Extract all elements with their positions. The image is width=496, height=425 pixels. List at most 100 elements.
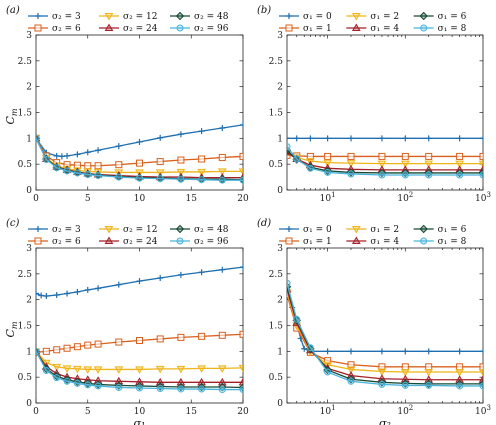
x-tick-label: 15 — [186, 194, 198, 204]
y-tick-label: 0 — [277, 399, 283, 409]
legend-item: σ₁ = 6 — [413, 224, 467, 235]
data-point — [53, 164, 61, 172]
data-point — [73, 377, 82, 387]
y-tick-label: 0 — [26, 186, 32, 196]
data-point — [43, 293, 50, 300]
panel-3: 0 0.5 1 1.5 2 2.5 3 0 5 10 15 20 (c) Cm σ₁ σ₂ = 3 σ₂ = 6… — [4, 218, 249, 425]
legend-marker — [286, 13, 292, 19]
panel-label: (c) — [6, 218, 20, 229]
y-tick-label: 1 — [26, 134, 32, 144]
data-point — [378, 171, 386, 179]
data-point — [53, 152, 60, 159]
data-point — [176, 377, 186, 386]
data-point — [73, 365, 82, 374]
legend-label: σ₁ = 4 — [370, 237, 399, 247]
data-point — [479, 152, 483, 160]
data-point — [197, 168, 206, 177]
data-point — [347, 170, 355, 178]
legend-item: σ₂ = 48 — [170, 11, 229, 22]
y-tick-label: 1 — [277, 134, 283, 144]
legend-marker — [176, 237, 184, 245]
data-point — [177, 385, 185, 393]
x-tick-label: 103 — [475, 404, 491, 417]
x-tick-label: 102 — [397, 404, 413, 417]
data-point — [401, 381, 409, 389]
legend-item: σ₁ = 6 — [413, 11, 467, 22]
legend-marker — [351, 23, 361, 31]
legend-label: σ₂ = 24 — [123, 24, 158, 34]
data-point — [198, 269, 205, 276]
data-point — [84, 162, 92, 170]
data-point — [177, 333, 185, 341]
legend-label: σ₁ = 6 — [438, 225, 467, 235]
legend-item: σ₁ = 8 — [413, 24, 467, 34]
data-point — [346, 160, 356, 168]
legend-label: σ₁ = 0 — [303, 225, 332, 235]
data-point — [239, 330, 243, 338]
legend-marker — [420, 237, 428, 245]
y-tick-label: 0.5 — [18, 373, 33, 383]
legend-marker — [419, 224, 428, 234]
x-tick-label: 15 — [186, 407, 198, 417]
data-point — [400, 160, 410, 169]
legend-item: σ₂ = 6 — [28, 237, 81, 247]
legend-label: σ₁ = 0 — [303, 12, 332, 22]
y-tick-label: 1 — [26, 347, 32, 357]
y-tick-label: 0.5 — [18, 160, 33, 170]
x-tick-label: 102 — [397, 191, 413, 204]
legend-item: σ₁ = 2 — [346, 225, 399, 235]
data-point — [401, 152, 409, 160]
series-circle — [36, 347, 243, 394]
legend-label: σ₂ = 48 — [194, 225, 229, 235]
data-point — [115, 173, 123, 181]
legend-item: σ₂ = 24 — [99, 23, 158, 34]
data-point — [348, 135, 355, 142]
series-plus — [36, 264, 243, 300]
data-point — [136, 138, 143, 145]
legend-marker — [34, 237, 42, 245]
x-tick-label: 101 — [320, 191, 336, 204]
data-point — [136, 336, 143, 344]
legend-marker — [285, 237, 293, 245]
data-point — [401, 363, 409, 371]
data-point — [73, 169, 81, 177]
data-point — [155, 365, 165, 374]
data-point — [348, 348, 355, 355]
y-tick-label: 0.5 — [269, 373, 284, 383]
data-point — [177, 271, 184, 278]
legend-marker — [351, 236, 361, 244]
data-point — [157, 274, 164, 281]
data-point — [401, 171, 409, 179]
series-line — [287, 282, 483, 387]
data-point — [53, 292, 60, 299]
data-point — [217, 365, 227, 373]
data-point — [425, 348, 432, 355]
legend-label: σ₂ = 24 — [123, 237, 158, 247]
data-point — [156, 385, 164, 393]
legend-label: σ₂ = 3 — [52, 12, 81, 22]
data-point — [73, 161, 81, 169]
data-point — [347, 361, 355, 369]
legend-item: σ₂ = 96 — [170, 237, 229, 247]
data-point — [402, 348, 409, 355]
data-point — [156, 175, 164, 183]
data-point — [239, 152, 243, 160]
data-point — [95, 147, 102, 154]
data-point — [114, 376, 124, 385]
data-point — [324, 135, 331, 142]
legend-marker — [34, 24, 42, 32]
legend-marker — [104, 236, 114, 244]
data-point — [156, 335, 164, 343]
legend-item: σ₂ = 96 — [170, 24, 229, 34]
legend-item: σ₂ = 3 — [28, 12, 81, 22]
legend-marker — [420, 24, 428, 32]
data-point — [479, 363, 483, 371]
data-point — [36, 134, 40, 142]
data-point — [115, 384, 123, 391]
y-tick-label: 1.5 — [18, 322, 33, 332]
data-point — [456, 382, 464, 390]
legend-label: σ₂ = 6 — [52, 237, 81, 247]
data-point — [287, 279, 291, 287]
